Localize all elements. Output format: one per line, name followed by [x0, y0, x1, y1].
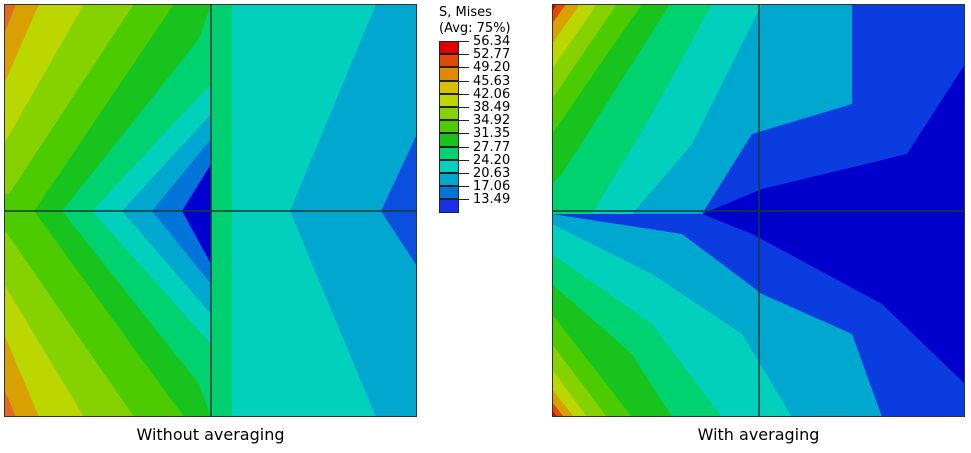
- legend-tick: [459, 67, 469, 69]
- legend-value-label: 13.49: [473, 192, 511, 208]
- caption-without-averaging: Without averaging: [136, 425, 285, 444]
- legend-value-label: 49.20: [473, 60, 511, 76]
- legend-value-label: 56.34: [473, 34, 511, 49]
- legend-value-label: 34.92: [473, 113, 511, 129]
- legend-swatch: [439, 146, 459, 160]
- legend-value-label: 17.06: [473, 179, 511, 195]
- caption-with-averaging: With averaging: [697, 425, 820, 444]
- legend-title: S, Mises: [439, 5, 492, 20]
- legend-tick: [459, 107, 469, 108]
- legend-tick: [459, 93, 469, 95]
- legend-tick: [459, 80, 469, 82]
- legend-swatch: [439, 67, 459, 81]
- legend-swatch: [439, 93, 459, 107]
- legend-tick: [459, 186, 469, 188]
- legend-tick: [459, 146, 469, 148]
- legend-swatch: [439, 159, 459, 173]
- legend-value-label: 38.49: [473, 100, 511, 115]
- legend-tick: [459, 173, 469, 174]
- legend-value-label: 24.20: [473, 152, 511, 168]
- contour-plot-without-averaging: [4, 4, 417, 417]
- legend-value-label: 52.77: [473, 47, 511, 63]
- legend-value-label: 27.77: [473, 139, 511, 155]
- legend-color-scale: 56.34 52.77 49.20 45.63 42.06 38.49 34.92 31.35…: [439, 35, 539, 221]
- legend-value-label: 31.35: [473, 126, 511, 142]
- legend-swatch: [439, 173, 459, 187]
- legend-tick: [459, 54, 469, 56]
- legend-swatch: [439, 107, 459, 121]
- legend-value-label: 45.63: [473, 73, 511, 89]
- legend-tick: [459, 199, 469, 201]
- legend-swatch: [439, 186, 459, 200]
- legend-swatch: [439, 80, 459, 94]
- legend-swatch: [439, 54, 459, 68]
- legend-swatch: [439, 120, 459, 134]
- legend-tick: [459, 159, 469, 161]
- legend-value-label: 20.63: [473, 166, 511, 181]
- legend-swatch: [439, 41, 459, 55]
- legend-tick: [459, 41, 469, 42]
- legend-tick: [459, 133, 469, 135]
- contour-legend: S, Mises (Avg: 75%) 56.34 52.77 49.20 45.63…: [439, 5, 539, 221]
- legend-subtitle: (Avg: 75%): [439, 21, 511, 36]
- legend-swatch: [439, 133, 459, 147]
- legend-swatch: [439, 199, 459, 213]
- legend-tick: [459, 120, 469, 122]
- contour-plot-with-averaging: [552, 4, 965, 417]
- legend-value-label: 42.06: [473, 86, 511, 102]
